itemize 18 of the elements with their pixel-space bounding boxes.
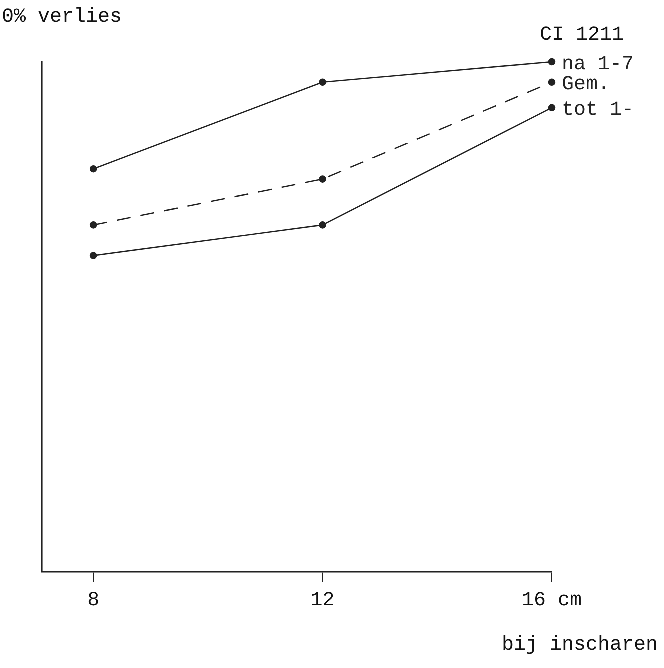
point bbox=[90, 222, 98, 229]
series-label: na 1-7 bbox=[562, 53, 634, 76]
x-tick-label: 8 bbox=[88, 589, 100, 612]
x-tick-label: 12 bbox=[310, 589, 335, 612]
series-label: Gem. bbox=[562, 74, 610, 97]
x-axis-title: bij inscharen bbox=[502, 634, 658, 657]
point bbox=[90, 165, 98, 173]
point bbox=[548, 78, 556, 86]
point bbox=[319, 222, 326, 229]
point bbox=[90, 252, 98, 260]
series-label: tot 1- bbox=[562, 99, 634, 122]
point bbox=[548, 104, 556, 112]
x-tick-label: 16 cm bbox=[522, 589, 582, 612]
point bbox=[319, 78, 326, 86]
y-axis-title: 0% verlies bbox=[2, 6, 122, 29]
legend-title: CI 1211 bbox=[540, 24, 624, 47]
point bbox=[548, 58, 556, 66]
point bbox=[319, 176, 326, 183]
